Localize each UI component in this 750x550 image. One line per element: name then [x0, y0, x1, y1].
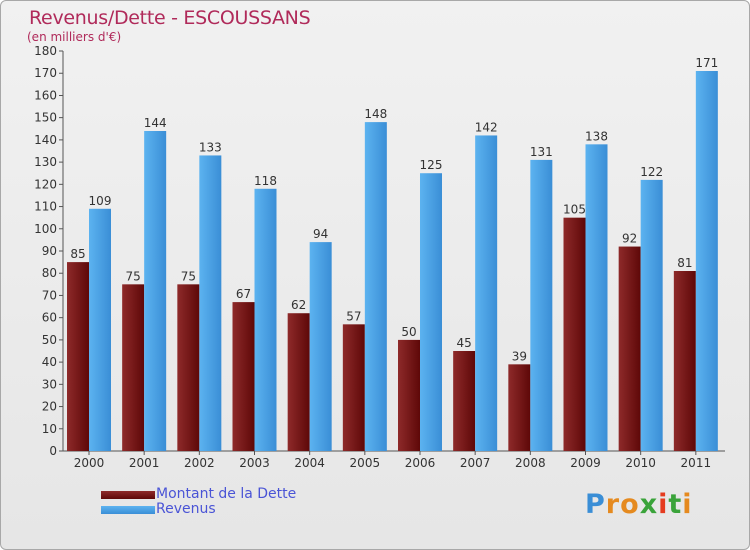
- bar-revenus: [530, 159, 553, 451]
- y-tick-label: 150: [34, 111, 57, 125]
- bar-dette: [67, 262, 89, 451]
- data-label-dette: 62: [291, 298, 306, 312]
- y-tick-label: 110: [34, 200, 57, 214]
- bar-dette: [673, 271, 696, 451]
- logo-letter: o: [620, 489, 640, 520]
- y-tick-label: 90: [42, 244, 57, 258]
- y-tick-label: 10: [42, 422, 57, 436]
- bar-dette: [342, 324, 365, 451]
- proxiti-logo: Proxiti: [585, 489, 693, 520]
- bar-revenus: [364, 122, 387, 451]
- x-tick-label: 2008: [515, 456, 546, 470]
- y-tick-label: 170: [34, 66, 57, 80]
- data-label-dette: 105: [563, 203, 586, 217]
- data-label-revenus: 171: [695, 56, 718, 70]
- y-tick-label: 20: [42, 400, 57, 414]
- legend-swatch-revenus: [101, 506, 155, 514]
- bar-dette: [398, 339, 420, 451]
- data-label-dette: 50: [401, 325, 416, 339]
- y-tick-label: 130: [34, 155, 57, 169]
- x-tick-label: 2005: [350, 456, 381, 470]
- data-label-revenus: 122: [640, 165, 663, 179]
- chart-title: Revenus/Dette - ESCOUSSANS: [29, 7, 311, 29]
- bar-revenus: [585, 144, 608, 452]
- x-tick-label: 2002: [184, 456, 215, 470]
- y-tick-label: 40: [42, 355, 57, 369]
- legend-swatch-dette: [101, 491, 155, 499]
- data-label-revenus: 138: [585, 129, 608, 143]
- x-tick-label: 2003: [239, 456, 270, 470]
- logo-letter: i: [658, 489, 669, 520]
- x-tick-label: 2006: [405, 456, 436, 470]
- bar-revenus: [420, 173, 442, 451]
- data-label-revenus: 142: [475, 120, 498, 134]
- logo-letter: i: [682, 489, 693, 520]
- bar-revenus: [309, 242, 332, 451]
- data-label-dette: 75: [181, 269, 196, 283]
- data-label-dette: 45: [457, 336, 472, 350]
- y-tick-label: 80: [42, 266, 57, 280]
- x-tick-label: 2009: [570, 456, 601, 470]
- y-tick-label: 120: [34, 177, 57, 191]
- logo-letter: P: [585, 489, 606, 520]
- x-tick-label: 2004: [294, 456, 325, 470]
- bar-revenus: [475, 135, 498, 451]
- y-tick-label: 180: [34, 44, 57, 58]
- bar-revenus: [144, 131, 167, 451]
- legend-label-dette: Montant de la Dette: [156, 486, 297, 502]
- y-tick-label: 50: [42, 333, 57, 347]
- data-label-dette: 81: [677, 256, 692, 270]
- bar-revenus: [695, 71, 718, 451]
- x-tick-label: 2010: [625, 456, 656, 470]
- data-label-revenus: 133: [199, 140, 222, 154]
- y-tick-label: 100: [34, 222, 57, 236]
- data-label-revenus: 109: [89, 194, 112, 208]
- x-tick-label: 2001: [129, 456, 160, 470]
- bar-revenus: [640, 179, 663, 451]
- data-label-dette: 67: [236, 287, 251, 301]
- bar-revenus: [254, 188, 277, 451]
- bar-revenus: [89, 208, 111, 451]
- data-label-revenus: 148: [364, 107, 387, 121]
- logo-letter: t: [668, 489, 683, 520]
- data-label-dette: 57: [346, 309, 361, 323]
- data-label-revenus: 144: [144, 116, 167, 130]
- bar-revenus: [199, 155, 222, 451]
- y-tick-label: 30: [42, 377, 57, 391]
- logo-letter: r: [605, 489, 621, 520]
- data-label-dette: 85: [70, 247, 85, 261]
- y-tick-label: 70: [42, 288, 57, 302]
- data-label-dette: 39: [512, 349, 527, 363]
- bar-dette: [122, 284, 145, 451]
- bar-dette: [232, 302, 255, 451]
- y-tick-label: 60: [42, 311, 57, 325]
- bar-dette: [618, 246, 641, 451]
- legend-label-revenus: Revenus: [156, 501, 216, 517]
- data-label-revenus: 125: [420, 158, 443, 172]
- data-label-revenus: 118: [254, 174, 277, 188]
- y-tick-label: 140: [34, 133, 57, 147]
- bar-dette: [453, 351, 476, 451]
- x-tick-label: 2000: [74, 456, 105, 470]
- bar-dette: [177, 284, 200, 451]
- x-tick-label: 2011: [681, 456, 712, 470]
- bar-dette: [563, 217, 586, 451]
- chart-subtitle: (en milliers d'€): [27, 30, 122, 44]
- data-label-revenus: 94: [313, 227, 328, 241]
- x-tick-label: 2007: [460, 456, 491, 470]
- data-label-dette: 75: [126, 269, 141, 283]
- data-label-dette: 92: [622, 232, 637, 246]
- data-label-revenus: 131: [530, 145, 553, 159]
- bar-dette: [287, 313, 310, 451]
- logo-letter: x: [639, 489, 659, 520]
- y-tick-label: 0: [49, 444, 57, 458]
- y-tick-label: 160: [34, 88, 57, 102]
- bar-dette: [508, 364, 531, 451]
